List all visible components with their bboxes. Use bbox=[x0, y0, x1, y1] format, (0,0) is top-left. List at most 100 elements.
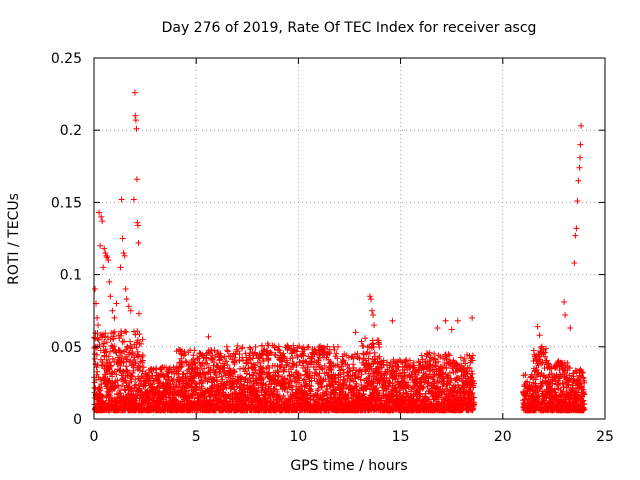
data-point bbox=[91, 355, 98, 362]
data-point bbox=[115, 356, 122, 363]
data-point bbox=[108, 362, 115, 369]
data-point bbox=[135, 382, 142, 389]
data-point bbox=[98, 362, 105, 369]
data-point bbox=[347, 368, 354, 375]
data-point bbox=[199, 380, 206, 387]
data-point bbox=[378, 364, 385, 371]
data-point bbox=[314, 390, 321, 397]
data-point bbox=[94, 335, 101, 342]
data-point bbox=[280, 350, 287, 357]
data-point bbox=[300, 362, 307, 369]
data-point bbox=[274, 368, 281, 375]
data-point bbox=[132, 117, 139, 124]
data-point bbox=[352, 329, 359, 336]
data-point bbox=[281, 375, 288, 382]
data-point bbox=[358, 338, 365, 345]
data-point bbox=[94, 314, 101, 321]
data-point bbox=[172, 396, 179, 403]
data-point bbox=[191, 347, 198, 354]
data-point bbox=[102, 371, 109, 378]
data-point bbox=[225, 348, 232, 355]
data-point bbox=[204, 360, 211, 367]
data-point bbox=[376, 353, 383, 360]
data-point bbox=[418, 352, 425, 359]
data-point bbox=[401, 373, 408, 380]
data-point bbox=[133, 176, 140, 183]
data-point bbox=[286, 362, 293, 369]
data-point bbox=[375, 366, 382, 373]
data-point bbox=[105, 353, 112, 360]
data-point bbox=[345, 354, 352, 361]
data-point bbox=[118, 196, 125, 203]
data-point bbox=[103, 339, 110, 346]
data-point bbox=[100, 264, 107, 271]
data-point bbox=[164, 380, 171, 387]
data-point bbox=[358, 371, 365, 378]
data-point bbox=[396, 370, 403, 377]
data-point bbox=[315, 372, 322, 379]
data-point bbox=[107, 293, 114, 300]
data-point bbox=[389, 317, 396, 324]
data-point bbox=[94, 361, 101, 368]
data-point bbox=[123, 328, 130, 335]
data-point bbox=[333, 350, 340, 357]
data-point bbox=[336, 367, 343, 374]
data-point bbox=[437, 353, 444, 360]
data-point bbox=[304, 344, 311, 351]
data-point bbox=[576, 164, 583, 171]
data-point bbox=[342, 379, 349, 386]
data-point bbox=[536, 332, 543, 339]
data-point bbox=[321, 345, 328, 352]
data-point bbox=[279, 358, 286, 365]
data-point bbox=[415, 367, 422, 374]
data-point bbox=[234, 342, 241, 349]
data-point bbox=[355, 354, 362, 361]
data-point bbox=[136, 340, 143, 347]
data-point bbox=[258, 342, 265, 349]
data-point bbox=[217, 397, 224, 404]
data-point bbox=[389, 369, 396, 376]
data-point bbox=[534, 323, 541, 330]
data-point bbox=[246, 354, 253, 361]
data-point bbox=[129, 350, 136, 357]
data-point bbox=[334, 355, 341, 362]
data-point bbox=[425, 374, 432, 381]
data-point bbox=[217, 350, 224, 357]
data-point bbox=[113, 300, 120, 307]
data-point bbox=[432, 356, 439, 363]
data-point bbox=[255, 392, 262, 399]
data-point bbox=[448, 326, 455, 333]
data-point bbox=[321, 362, 328, 369]
data-point bbox=[242, 375, 249, 382]
data-point bbox=[97, 347, 104, 354]
data-point bbox=[308, 383, 315, 390]
data-point bbox=[300, 377, 307, 384]
data-point bbox=[367, 296, 374, 303]
data-point bbox=[340, 356, 347, 363]
data-point bbox=[306, 368, 313, 375]
data-point bbox=[211, 354, 218, 361]
data-point bbox=[371, 322, 378, 329]
data-point bbox=[360, 391, 367, 398]
data-point bbox=[265, 357, 272, 364]
data-point bbox=[247, 356, 254, 363]
data-point bbox=[109, 355, 116, 362]
data-point bbox=[416, 359, 423, 366]
data-point bbox=[415, 358, 422, 365]
data-point bbox=[221, 353, 228, 360]
data-point bbox=[218, 373, 225, 380]
data-point bbox=[139, 357, 146, 364]
data-point bbox=[223, 358, 230, 365]
data-point bbox=[132, 331, 139, 338]
data-point bbox=[338, 363, 345, 370]
data-point bbox=[297, 372, 304, 379]
data-point bbox=[324, 343, 331, 350]
data-point bbox=[96, 209, 103, 216]
data-point bbox=[190, 356, 197, 363]
data-point bbox=[340, 366, 347, 373]
data-point bbox=[140, 364, 147, 371]
data-point bbox=[294, 353, 301, 360]
data-point bbox=[305, 343, 312, 350]
data-point bbox=[257, 359, 264, 366]
data-point bbox=[572, 232, 579, 239]
